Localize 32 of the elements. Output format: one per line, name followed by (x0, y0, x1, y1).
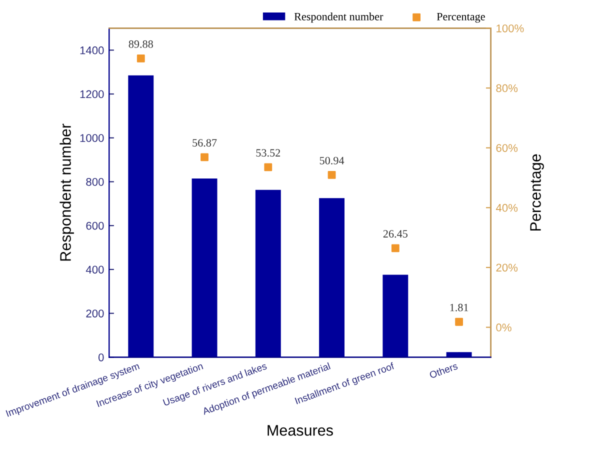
y2-tick-label: 60% (496, 144, 518, 152)
point (455, 318, 463, 326)
y-tick-label: 0 (98, 353, 104, 362)
point (136, 54, 145, 62)
y2-axis-title: Percentage (530, 154, 544, 231)
legend-label: Percentage (436, 12, 485, 23)
data-label: 50.94 (320, 156, 344, 164)
legend-label: Respondent number (294, 12, 384, 23)
y-tick-label: 200 (86, 310, 104, 318)
data-label: 53.52 (256, 149, 280, 157)
point (328, 170, 336, 179)
x-tick-label: Others (428, 362, 458, 379)
y-tick-label: 400 (86, 266, 104, 274)
point (264, 163, 272, 172)
y2-tick-label: 20% (496, 264, 518, 272)
data-label: 26.45 (383, 230, 408, 238)
data-label: 56.87 (192, 139, 217, 147)
y-tick-label: 800 (86, 178, 104, 186)
y2-tick-label: 0% (496, 324, 512, 332)
y-tick-label: 1000 (80, 134, 104, 142)
y-tick-label: 1400 (80, 46, 104, 54)
data-label: 89.88 (128, 40, 153, 48)
y2-tick-label: 100% (496, 24, 524, 32)
y-axis-title: Respondent number (60, 124, 74, 261)
point (391, 244, 400, 252)
data-label: 1.81 (450, 304, 468, 312)
y-tick-label: 600 (86, 222, 104, 230)
y2-tick-label: 80% (496, 84, 518, 92)
point (200, 153, 208, 162)
y-tick-label: 1200 (80, 90, 104, 98)
y2-tick-label: 40% (496, 204, 518, 212)
x-axis-title: Measures (268, 425, 333, 436)
